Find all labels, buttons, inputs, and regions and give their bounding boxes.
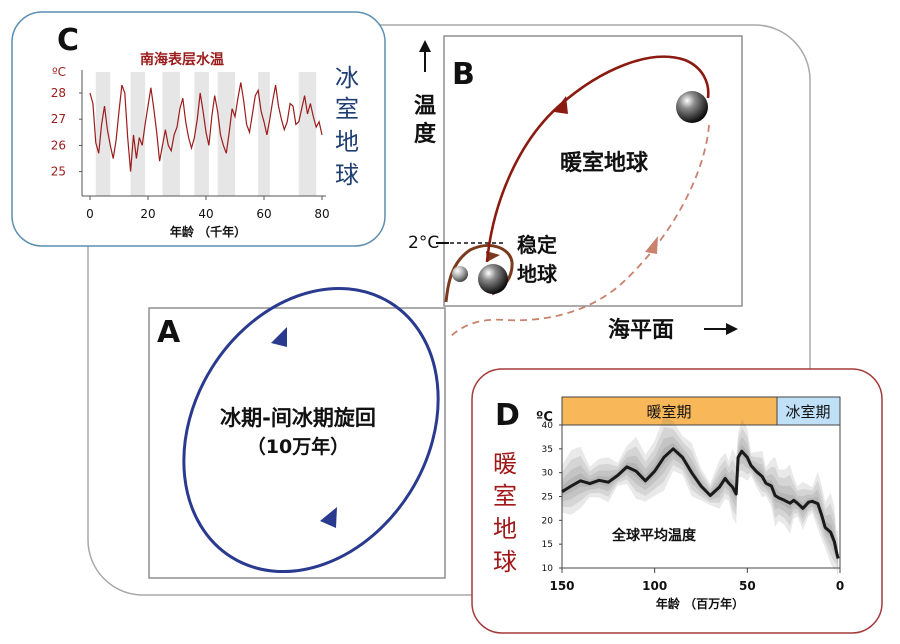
outer-frame	[87, 24, 811, 596]
panel-c-x-ticks: 0 20 40 60 80	[86, 196, 330, 221]
icehouse-period-bar	[776, 396, 841, 426]
uncertainty-layer-1	[562, 427, 839, 575]
panel-a-letter: A	[157, 315, 181, 350]
d-y-tick-label: 35	[542, 445, 553, 455]
panel-d-plot-frame	[561, 424, 841, 569]
shaded-interval-1	[130, 72, 146, 196]
two-degree-label: 2°C	[408, 233, 439, 253]
return-dashed-path	[448, 124, 710, 339]
panel-c: C 南海表层水温 ºC 28 27 26 25 0 20 40 60 80 年龄 （千年） 冰…	[11, 11, 386, 247]
icehouse-side-label-2: 室	[335, 95, 359, 123]
warmhouse-side-label-1: 暖	[493, 450, 517, 478]
panel-a-subtitle: （10万年）	[247, 435, 349, 458]
panel-d-x-label: 年龄 （百万年）	[656, 596, 744, 611]
icehouse-period-label: 冰室期	[785, 403, 830, 421]
icehouse-side-label-4: 球	[335, 161, 359, 189]
panel-c-y-ticks: 28 27 26 25	[51, 86, 82, 179]
shaded-interval-2	[162, 72, 180, 196]
panel-c-unit: ºC	[52, 65, 66, 79]
greenhouse-path	[485, 55, 710, 263]
shaded-interval-0	[95, 72, 111, 196]
warmhouse-side-label-2: 室	[493, 482, 517, 510]
sea-level-label: 海平面	[608, 317, 674, 343]
c-y-tick-label: 27	[51, 112, 66, 126]
c-x-tick-label: 60	[256, 207, 271, 221]
panel-a-title: 冰期-间冰期旋回	[220, 406, 376, 430]
global-mean-temp-label: 全球平均温度	[611, 527, 697, 544]
c-x-tick-label: 20	[140, 207, 155, 221]
warmhouse-side-label-3: 地	[493, 515, 517, 543]
panel-c-chart-title: 南海表层水温	[140, 51, 224, 68]
d-x-tick-label: 0	[836, 579, 844, 593]
sea-surface-temp-line	[89, 82, 323, 172]
panel-d-x-ticks: 150 100 50 0	[549, 568, 844, 593]
panel-b-letter: B	[452, 57, 475, 92]
d-x-tick-label: 150	[549, 579, 574, 593]
stable-earth-label-2: 地球	[517, 262, 558, 286]
temperature-label-2: 度	[414, 121, 437, 147]
d-x-tick-label: 50	[739, 579, 756, 593]
shaded-interval-5	[258, 72, 270, 196]
x-axis-arrow	[704, 323, 738, 335]
d-x-tick-label: 100	[642, 579, 667, 593]
greenhouse-earth-label: 暖室地球	[560, 150, 649, 176]
greenhouse-path-arrow	[554, 96, 568, 114]
c-x-tick-label: 0	[86, 207, 94, 221]
y-axis-arrow-head	[419, 40, 431, 52]
stable-ball-large	[478, 264, 508, 294]
c-x-tick-label: 40	[198, 207, 213, 221]
stable-loop-arrow	[486, 251, 500, 262]
d-y-tick-label: 15	[542, 540, 553, 550]
d-y-tick-label: 30	[542, 469, 554, 479]
c-x-tick-label: 80	[314, 207, 329, 221]
return-path-arrow	[645, 236, 658, 254]
panel-c-shading	[95, 72, 317, 196]
warmhouse-period-label: 暖室期	[646, 403, 691, 421]
c-y-tick-label: 26	[51, 138, 66, 152]
panel-d: D ºC 暖室期 冰室期 40 35 30 25 20 15 10 150 100 50 0 全球…	[471, 368, 883, 634]
greenhouse-ball	[676, 91, 708, 123]
panel-c-x-label: 年龄 （千年）	[170, 224, 246, 239]
d-y-tick-label: 10	[542, 564, 554, 574]
d-y-tick-label: 20	[542, 516, 554, 526]
global-mean-temp-line	[561, 447, 840, 559]
stable-earth-label-1: 稳定	[517, 233, 557, 257]
panel-b: B 温 度 海平面 2°C 暖室地球 稳定	[408, 35, 743, 343]
glacial-cycle-loop	[182, 286, 440, 574]
panel-a: A 冰期-间冰期旋回 （10万年）	[148, 286, 446, 579]
uncertainty-layer-3	[562, 442, 839, 564]
glacial-cycle-arrow-down	[320, 507, 337, 528]
d-y-tick-label: 25	[542, 493, 553, 503]
shaded-interval-4	[217, 72, 235, 196]
panel-a-frame	[148, 307, 446, 579]
panel-c-letter: C	[57, 23, 79, 58]
c-y-tick-label: 28	[51, 86, 66, 100]
uncertainty-layer-0	[562, 415, 839, 581]
glacial-cycle-arrow-up	[271, 327, 287, 347]
temperature-axis-label: 温 度	[414, 40, 437, 147]
d-y-tick-label: 40	[542, 421, 554, 431]
shaded-interval-3	[194, 72, 209, 196]
icehouse-side-label-1: 冰	[335, 64, 359, 92]
stable-ball-small	[452, 266, 468, 282]
shaded-interval-6	[298, 72, 317, 196]
panel-d-unit: ºC	[536, 410, 553, 425]
temperature-label-1: 温	[414, 94, 436, 119]
panel-d-letter: D	[495, 398, 520, 433]
c-y-tick-label: 25	[51, 165, 66, 179]
warmhouse-side-label-4: 球	[493, 548, 517, 576]
icehouse-side-label-3: 地	[335, 128, 359, 156]
